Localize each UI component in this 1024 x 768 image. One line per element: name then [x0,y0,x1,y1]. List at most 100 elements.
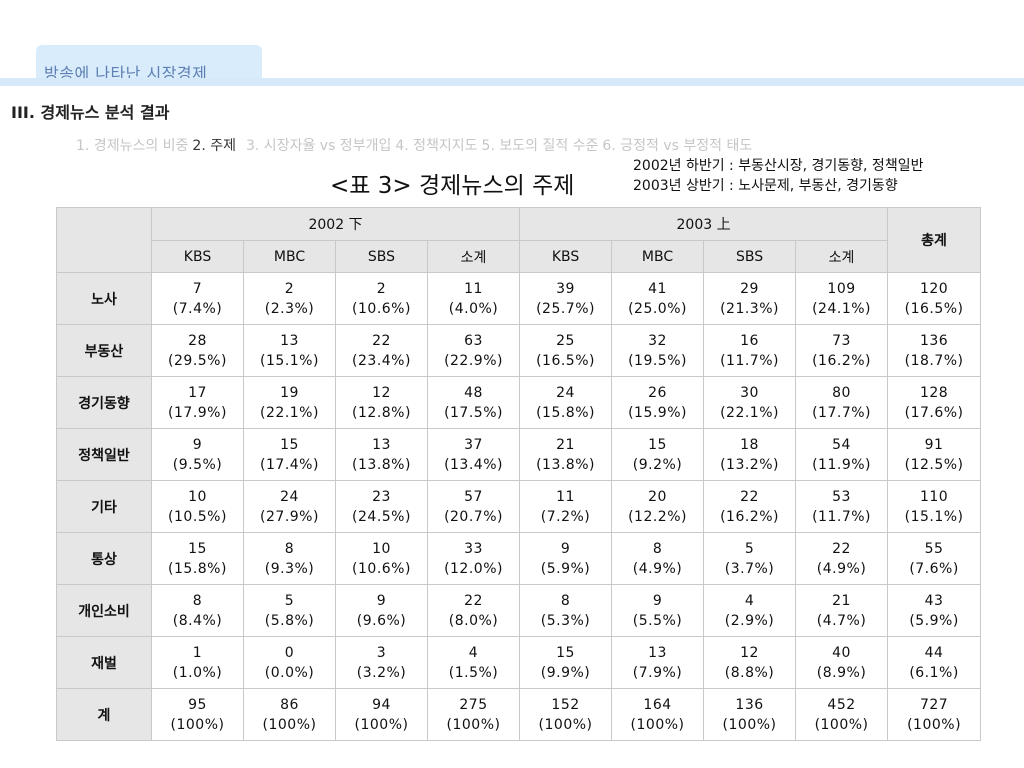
table-cell: 10 (10.5%) [151,480,244,533]
cell-percent: (100%) [722,716,777,733]
cell-percent: (27.9%) [260,508,319,525]
cell-percent: (11.9%) [812,456,871,473]
nav-item[interactable]: 2. 주제 [192,138,236,154]
cell-count: 20 [648,488,667,505]
cell-count: 3 [376,644,387,661]
cell-count: 48 [464,384,483,401]
table-cell: 24 (15.8%) [519,376,613,429]
table-row: 정책일반 9 (9.5%) 15 (17.4%) 13 (13.8%) 37 (13.4%) 21… [56,428,982,481]
cell-count: 26 [648,384,667,401]
cell-count: 11 [556,488,575,505]
section-heading: III. 경제뉴스 분석 결과 [11,103,170,122]
cell-percent: (8.4%) [172,612,223,629]
nav-item[interactable]: 4. 정책지지도 [395,138,478,154]
cell-count: 24 [556,384,575,401]
cell-count: 94 [372,696,391,713]
cell-count: 15 [188,540,207,557]
row-label: 노사 [56,272,152,325]
cell-percent: (15.8%) [536,404,595,421]
table-cell: 5 (3.7%) [703,532,797,585]
cell-count: 55 [924,540,944,557]
table-cell: 55 (7.6%) [887,532,982,585]
row-label: 통상 [56,532,152,585]
table-cell: 86 (100%) [243,688,336,741]
table-cell: 73 (16.2%) [795,324,889,377]
table-cell: 39 (25.7%) [519,272,613,325]
table-body: 노사 7 (7.4%) 2 (2.3%) 2 (10.6%) 11 (4.0%) 39 (25.7%… [56,272,982,741]
cell-count: 13 [372,436,391,453]
table-cell: 43 (5.9%) [887,584,982,637]
cell-percent: (25.0%) [628,300,687,317]
cell-percent: (4.9%) [632,560,683,577]
cell-percent: (25.7%) [536,300,595,317]
table-cell: 9 (9.5%) [151,428,244,481]
column-header: SBS [335,240,428,273]
column-header: MBC [611,240,705,273]
cell-count: 5 [284,592,295,609]
header-bar [0,78,1024,86]
cell-count: 30 [740,384,759,401]
table-cell: 15 (17.4%) [243,428,336,481]
cell-percent: (5.9%) [909,612,959,629]
nav-item[interactable]: 5. 보도의 질적 수준 [481,138,599,154]
table-cell: 15 (9.2%) [611,428,705,481]
table-title: <표 3> 경제뉴스의 주제 [330,173,575,199]
cell-count: 8 [192,592,203,609]
cell-percent: (16.5%) [536,352,595,369]
table-cell: 80 (17.7%) [795,376,889,429]
cell-count: 91 [924,436,944,453]
table-cell: 3 (3.2%) [335,636,428,689]
table-cell: 19 (22.1%) [243,376,336,429]
cell-percent: (5.8%) [264,612,315,629]
table-cell: 22 (16.2%) [703,480,797,533]
table-cell: 18 (13.2%) [703,428,797,481]
cell-percent: (7.2%) [540,508,591,525]
cell-percent: (22.1%) [720,404,779,421]
cell-count: 13 [648,644,667,661]
table-cell: 13 (13.8%) [335,428,428,481]
table-cell: 44 (6.1%) [887,636,982,689]
cell-percent: (6.1%) [909,664,959,681]
cell-percent: (12.2%) [628,508,687,525]
row-label: 부동산 [56,324,152,377]
row-label: 경기동향 [56,376,152,429]
cell-count: 8 [560,592,571,609]
table-cell: 26 (15.9%) [611,376,705,429]
cell-percent: (29.5%) [168,352,227,369]
table-row: 통상 15 (15.8%) 8 (9.3%) 10 (10.6%) 33 (12.0%) 9 (5.… [56,532,982,585]
nav-item[interactable]: 3. 시장자율 vs 정부개입 [246,138,392,154]
cell-count: 136 [735,696,764,713]
cell-percent: (12.5%) [904,456,964,473]
table-cell: 7 (7.4%) [151,272,244,325]
table-cell: 95 (100%) [151,688,244,741]
group-header-2002: 2002 下 [150,207,521,241]
table-cell: 24 (27.9%) [243,480,336,533]
table-cell: 54 (11.9%) [795,428,889,481]
cell-count: 4 [744,592,755,609]
table-cell: 32 (19.5%) [611,324,705,377]
cell-count: 19 [280,384,299,401]
cell-count: 152 [551,696,580,713]
table-cell: 30 (22.1%) [703,376,797,429]
corner-cell [56,207,152,273]
cell-percent: (13.4%) [444,456,503,473]
cell-percent: (7.4%) [172,300,223,317]
column-header: 소계 [426,240,521,273]
summary-line: 2002년 하반기 : 부동산시장, 경기동향, 정책일반 [633,158,924,174]
cell-percent: (2.3%) [264,300,315,317]
cell-count: 120 [919,280,949,297]
table-cell: 452 (100%) [795,688,889,741]
cell-percent: (17.7%) [812,404,871,421]
cell-percent: (5.5%) [632,612,683,629]
cell-count: 57 [464,488,483,505]
cell-count: 727 [919,696,949,713]
nav-item[interactable]: 6. 긍정적 vs 부정적 태도 [602,138,753,154]
cell-count: 10 [188,488,207,505]
cell-count: 12 [372,384,391,401]
cell-percent: (15.9%) [628,404,687,421]
nav-item[interactable]: 1. 경제뉴스의 비중 [76,138,189,154]
cell-count: 23 [372,488,391,505]
cell-percent: (16.2%) [812,352,871,369]
table-cell: 16 (11.7%) [703,324,797,377]
cell-count: 86 [280,696,299,713]
